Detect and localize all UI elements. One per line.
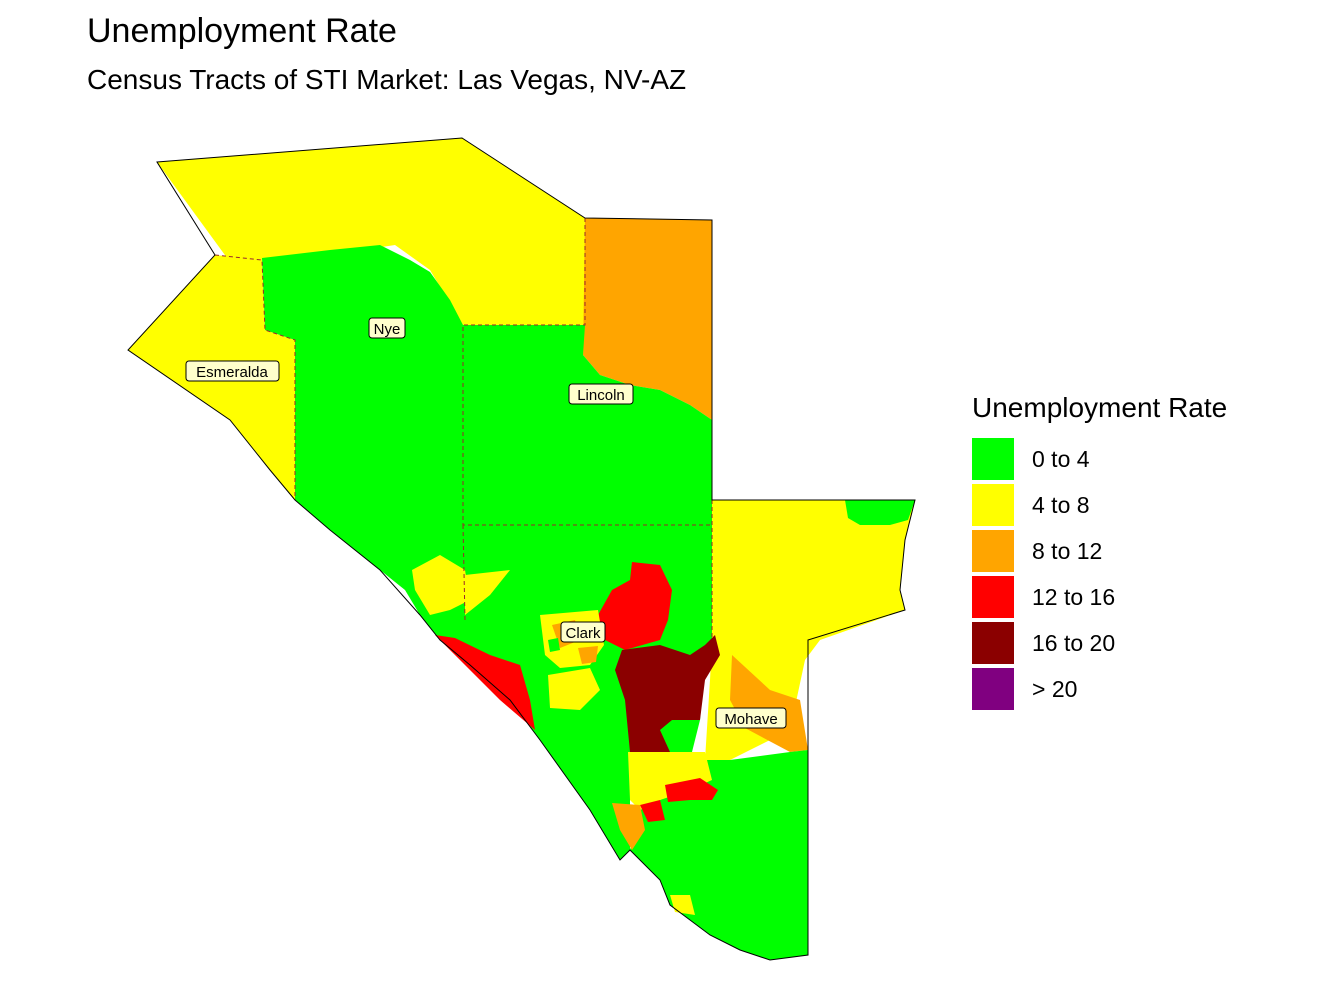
clark-central-red-region [598, 562, 672, 650]
map-title: Unemployment Rate [87, 12, 397, 50]
clark-west-yellow-region-2 [465, 570, 510, 615]
legend-swatch [972, 622, 1014, 664]
legend-label: 0 to 4 [1032, 445, 1090, 472]
legend-label: 4 to 8 [1032, 491, 1090, 518]
legend-item: > 20 [972, 666, 1227, 712]
clark-darkred-region [615, 635, 720, 752]
legend-item: 0 to 4 [972, 436, 1227, 482]
legend: Unemployment Rate 0 to 4 4 to 8 8 to 12 12 … [972, 392, 1227, 712]
nye-north-region [157, 138, 585, 325]
legend-label: 8 to 12 [1032, 537, 1103, 564]
market-outline [127, 137, 916, 961]
clark-southwest-red-region [435, 635, 535, 730]
county-label-nye: Nye [368, 317, 406, 339]
legend-swatch [972, 484, 1014, 526]
county-label-mohave: Mohave [715, 707, 787, 729]
clark-south-yellow-region [628, 752, 712, 810]
county-boundaries [214, 218, 713, 640]
legend-swatch [972, 668, 1014, 710]
map-subtitle: Census Tracts of STI Market: Las Vegas, … [87, 64, 687, 95]
legend-swatch [972, 530, 1014, 572]
lincoln-east-region [583, 218, 712, 420]
svg-text:Nye: Nye [374, 321, 401, 338]
legend-item: 16 to 20 [972, 620, 1227, 666]
legend-item: 4 to 8 [972, 482, 1227, 528]
svg-text:Lincoln: Lincoln [577, 387, 625, 404]
legend-label: 12 to 16 [1032, 583, 1116, 610]
clark-south-red-region [665, 778, 718, 802]
county-label-lincoln: Lincoln [568, 383, 634, 405]
svg-text:Mohave: Mohave [724, 711, 777, 728]
legend-item: 12 to 16 [972, 574, 1227, 620]
county-label-esmeralda: Esmeralda [185, 360, 280, 382]
legend-label: > 20 [1032, 675, 1078, 702]
legend-label: 16 to 20 [1032, 629, 1116, 656]
svg-text:Clark: Clark [565, 625, 601, 642]
nye-south-region [262, 245, 465, 622]
clark-south-orange-region [612, 803, 645, 850]
legend-item: 8 to 12 [972, 528, 1227, 574]
county-label-clark: Clark [560, 621, 606, 643]
mohave-northeast-region [845, 500, 915, 525]
legend-title: Unemployment Rate [972, 392, 1228, 423]
lincoln-county-region [463, 325, 712, 525]
clark-west-yellow-region [412, 555, 470, 615]
svg-text:Esmeralda: Esmeralda [196, 364, 268, 381]
legend-swatch [972, 576, 1014, 618]
clark-south-red-region-2 [640, 800, 665, 822]
legend-swatch [972, 438, 1014, 480]
